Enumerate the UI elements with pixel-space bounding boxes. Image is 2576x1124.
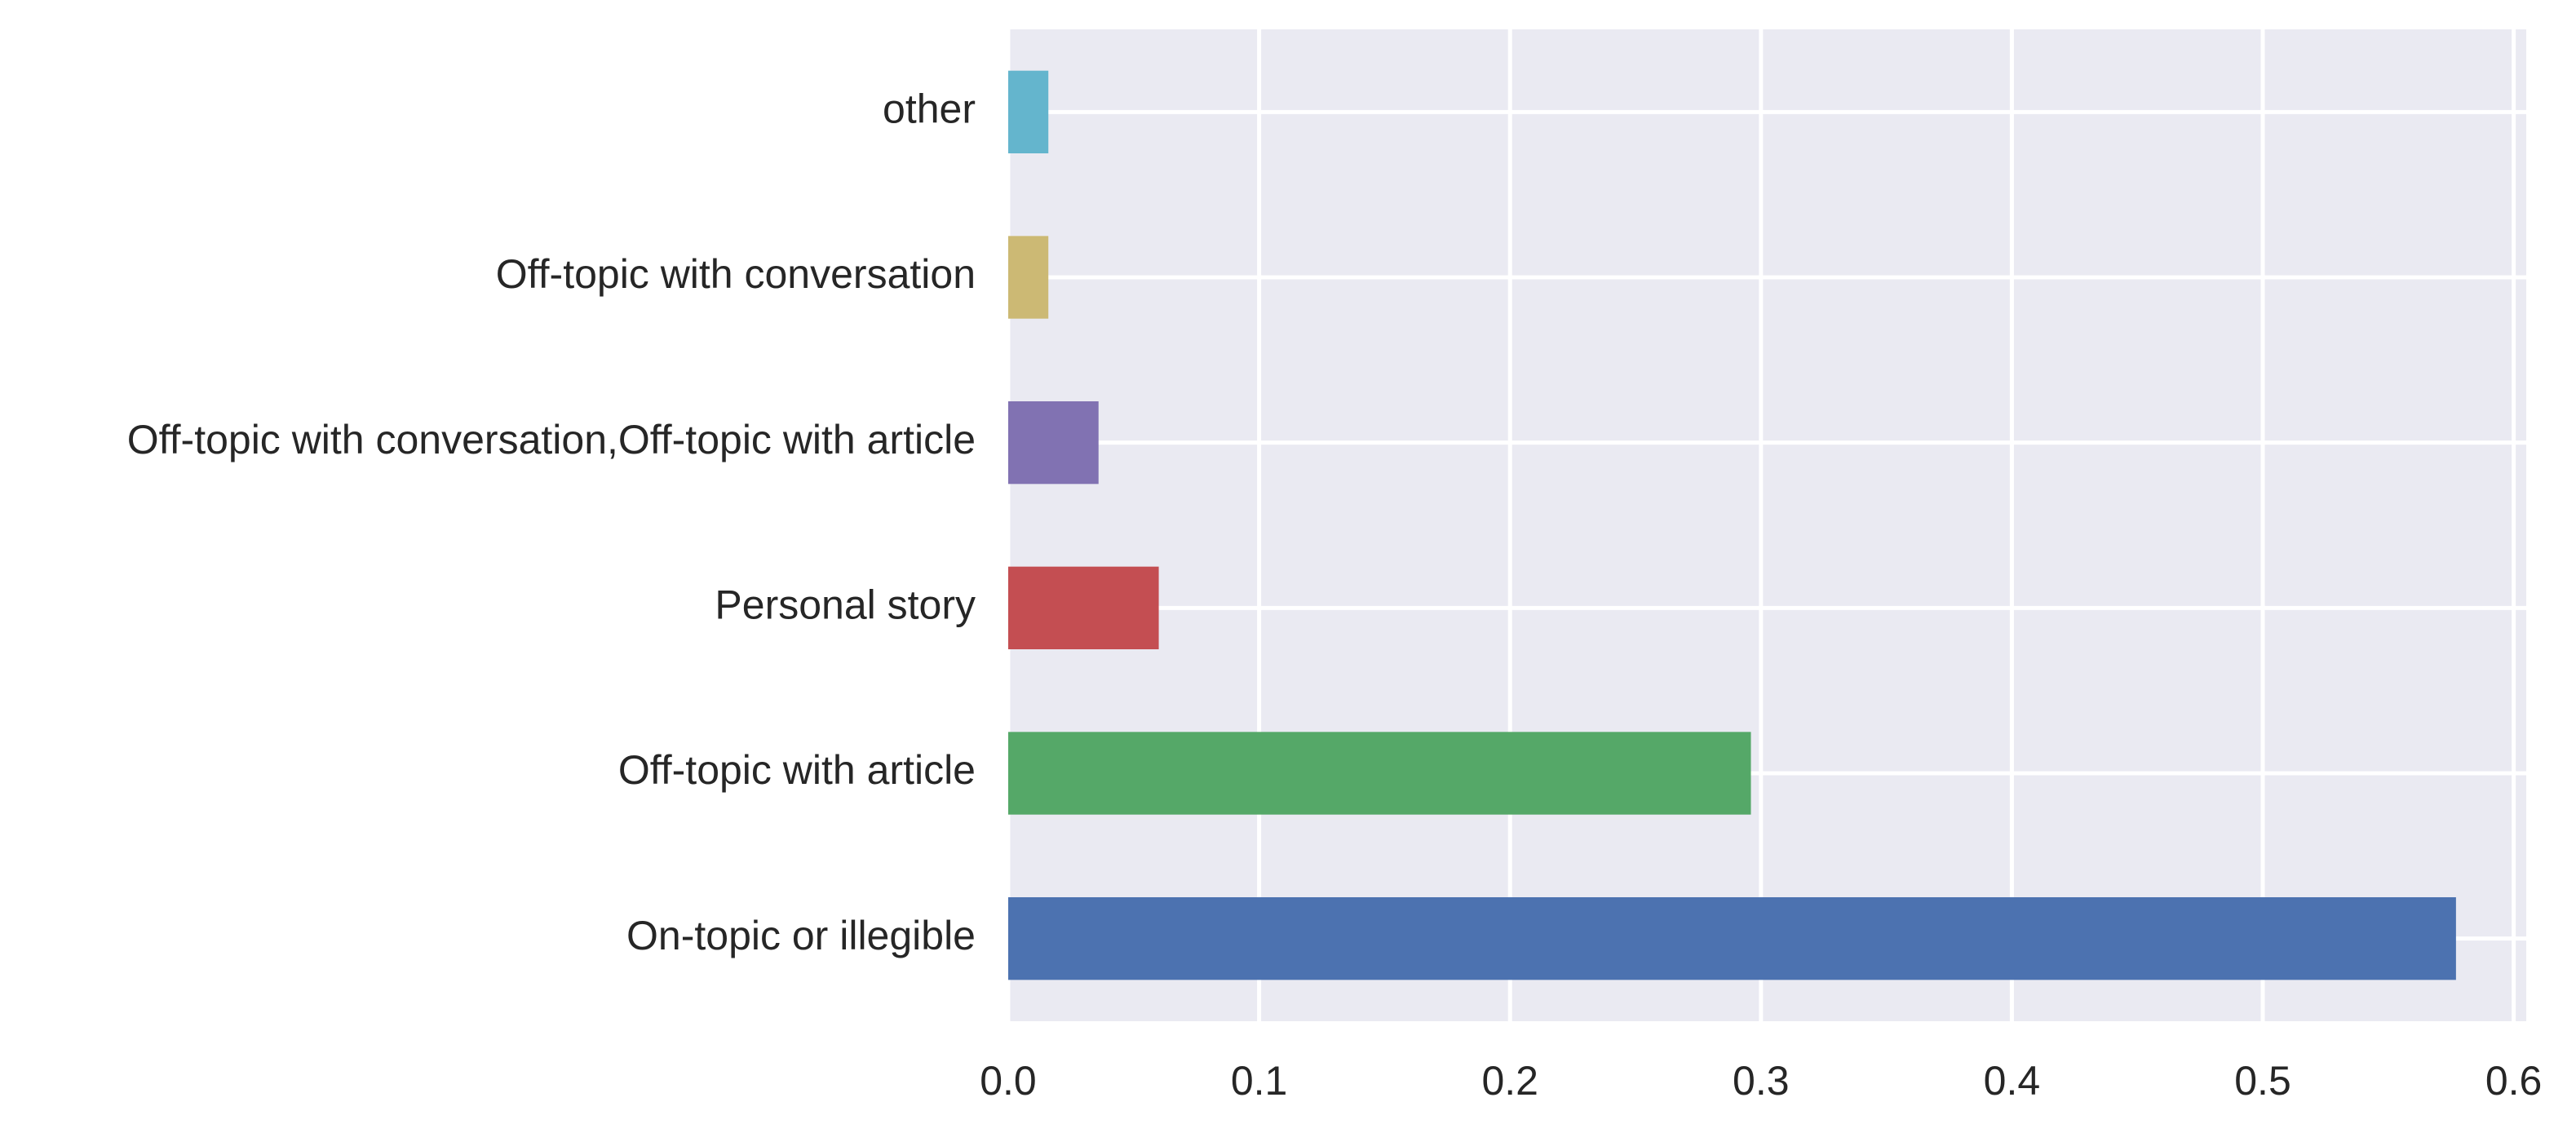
x-gridlines [1006, 29, 2516, 1021]
category-label: other [883, 86, 976, 132]
bars [1008, 70, 2456, 980]
x-tick-label: 0.0 [980, 1058, 1037, 1104]
x-tick-label: 0.3 [1733, 1058, 1790, 1104]
bar [1008, 70, 1049, 153]
bar [1008, 732, 1751, 815]
x-tick-label: 0.2 [1481, 1058, 1538, 1104]
bar [1008, 401, 1099, 485]
category-label: On-topic or illegible [626, 913, 976, 958]
category-label: Off-topic with conversation [496, 251, 976, 297]
category-label: Off-topic with article [618, 747, 976, 793]
bar [1008, 236, 1049, 319]
bar [1008, 566, 1159, 649]
x-tick-label: 0.6 [2485, 1058, 2543, 1104]
plot-area [1008, 29, 2526, 1021]
x-tick-label: 0.1 [1231, 1058, 1288, 1104]
x-tick-label: 0.5 [2234, 1058, 2291, 1104]
y-gridlines [1008, 109, 2526, 941]
x-tick-labels: 0.0 0.1 0.2 0.3 0.4 0.5 0.6 [980, 1058, 2542, 1104]
category-label: Personal story [715, 582, 976, 628]
x-tick-label: 0.4 [1984, 1058, 2041, 1104]
category-labels: On-topic or illegible Off-topic with arti… [127, 86, 976, 958]
bar [1008, 897, 2456, 980]
category-label: Off-topic with conversation,Off-topic wi… [127, 417, 976, 462]
